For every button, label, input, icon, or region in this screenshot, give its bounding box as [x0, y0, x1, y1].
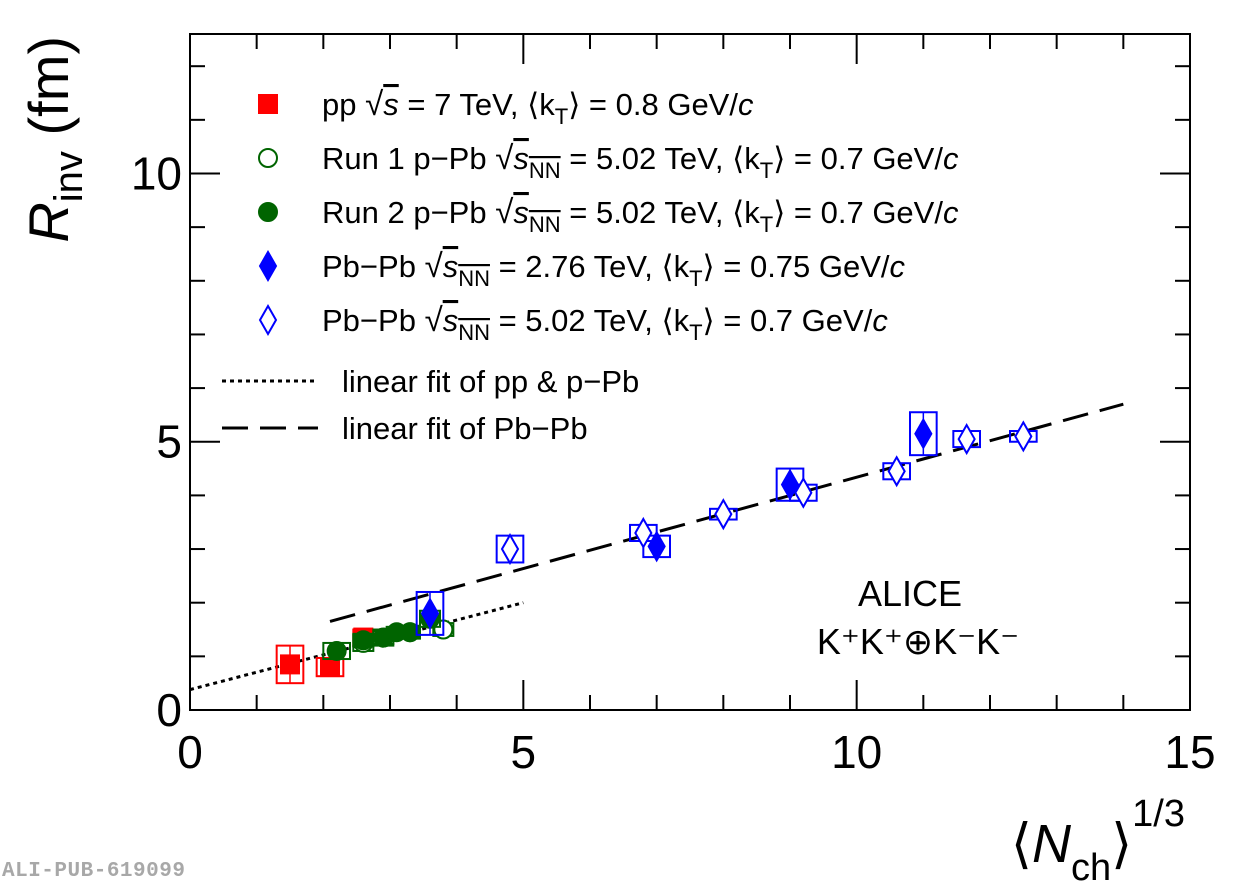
data-point	[887, 455, 906, 488]
y-tick-label: 0	[156, 684, 182, 736]
data-point	[420, 597, 440, 630]
legend-entry: pp √s = 7 TeV, ⟨kT⟩ = 0.8 GeV/c	[322, 85, 754, 129]
publication-id: ALI-PUB-619099	[2, 860, 186, 883]
data-point	[714, 498, 733, 531]
x-axis-title: ⟨Nch⟩1/3	[1011, 793, 1185, 889]
data-point	[914, 417, 933, 450]
y-axis-title: Rinv (fm)	[17, 36, 91, 243]
data-point	[794, 476, 813, 509]
legend-marker	[258, 303, 278, 337]
data-point	[634, 516, 653, 549]
series-4	[415, 411, 938, 636]
legend-marker	[258, 94, 278, 114]
fit-line-1	[189, 601, 524, 692]
data-point	[400, 622, 420, 643]
legend-entry: Run 1 p−Pb √sNN = 5.02 TeV, ⟨kT⟩ = 0.7 G…	[322, 139, 959, 183]
data-point	[957, 423, 976, 456]
legend-fit-label: linear fit of pp & p−Pb	[342, 364, 639, 399]
y-tick-label: 5	[156, 416, 182, 468]
series-5	[495, 420, 1038, 566]
data-point	[1014, 420, 1033, 453]
legend-marker	[258, 148, 278, 168]
x-tick-label: 5	[511, 726, 537, 778]
legend-entry: Pb−Pb √sNN = 5.02 TeV, ⟨kT⟩ = 0.7 GeV/c	[322, 301, 888, 345]
x-tick-label: 15	[1164, 726, 1215, 778]
y-tick-label: 10	[131, 147, 182, 199]
data-point	[326, 640, 347, 661]
legend-entry: Run 2 p−Pb √sNN = 5.02 TeV, ⟨kT⟩ = 0.7 G…	[322, 193, 959, 237]
experiment-label: ALICE	[858, 573, 962, 614]
legend-marker	[258, 249, 278, 283]
system-label: K⁺K⁺⊕K⁻K⁻	[817, 621, 1019, 662]
legend-marker	[258, 202, 278, 222]
plot-frame	[189, 33, 1191, 711]
data-point	[500, 533, 520, 566]
data-point	[353, 630, 374, 651]
data-point	[280, 654, 300, 675]
x-tick-label: 10	[831, 726, 882, 778]
x-tick-label: 0	[177, 726, 203, 778]
fit-line-2	[329, 402, 1124, 623]
legend-fit-label: linear fit of Pb−Pb	[342, 411, 588, 446]
legend-entry: Pb−Pb √sNN = 2.76 TeV, ⟨kT⟩ = 0.75 GeV/c	[322, 247, 906, 291]
